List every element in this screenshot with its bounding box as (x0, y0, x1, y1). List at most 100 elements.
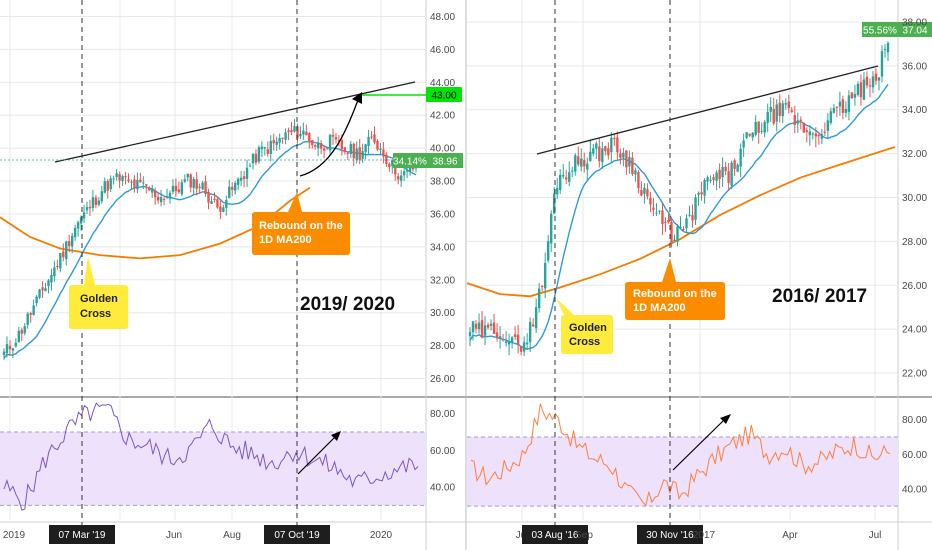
candle-body (308, 132, 311, 143)
rsi-tick-label: 60.00 (430, 446, 455, 457)
candle-body (186, 173, 189, 178)
candle-body (168, 192, 172, 199)
price-tick-label: 34.00 (430, 242, 455, 253)
price-axis-right: 22.00 24.00 26.00 28.00 30.00 32.00 34.00 36.00… (902, 17, 927, 379)
price-axis-left: 26.00 28.00 30.00 32.00 34.00 36.00 38.00 40.00… (430, 12, 455, 385)
callout-golden-cross-right: Golden Cross (556, 298, 613, 354)
candle-body (370, 136, 373, 138)
candle-body (622, 152, 625, 158)
candle-body (284, 132, 287, 140)
candle-body (613, 138, 616, 140)
candle-body (210, 201, 213, 204)
candle-body (180, 182, 184, 195)
candle-body (225, 200, 228, 208)
candle-body (260, 146, 264, 150)
projection-arrow-left (299, 99, 359, 177)
candle-body (32, 305, 35, 315)
candle-body (346, 152, 350, 154)
ma50-line (3, 140, 417, 359)
ma50-line-right (469, 83, 889, 351)
price-tick-label: 22.00 (902, 369, 927, 380)
candle-body (174, 185, 178, 192)
candle-body (658, 210, 661, 212)
candle-body (201, 182, 204, 190)
callout-rebound-right: Rebound on the 1D MA200 (625, 258, 725, 320)
candle-body (751, 132, 754, 138)
pct-tag-left-label: 34.14% (393, 157, 427, 168)
candle-body (721, 166, 724, 178)
candle-body (53, 267, 56, 277)
candle-body (23, 326, 26, 334)
candle-body (334, 137, 338, 140)
candle-body (79, 217, 83, 224)
candle-body (204, 181, 207, 194)
candle-body (11, 348, 15, 351)
price-tick-label: 42.00 (430, 111, 455, 122)
candle-body (290, 130, 293, 133)
candle-body (598, 146, 601, 161)
time-tick-label: Jul (869, 530, 882, 541)
candle-body (139, 179, 142, 183)
candle-body (109, 178, 112, 190)
candle-body (293, 126, 296, 132)
candle-body (519, 347, 523, 352)
date-marker-box (522, 525, 588, 544)
candle-body (793, 115, 796, 125)
candle-body (278, 137, 281, 143)
candle-body (91, 197, 95, 208)
candle-body (640, 190, 643, 196)
candle-body (263, 147, 267, 149)
candle-body (165, 196, 169, 198)
rsi-arrow-left (297, 437, 335, 475)
date-marker-label: 03 Aug '16 (532, 530, 579, 541)
candle-body (112, 178, 115, 180)
candle-body (634, 170, 637, 175)
price-tag-left-label: 38.96 (432, 157, 457, 168)
candle-body (153, 190, 157, 198)
candle-body (207, 191, 210, 203)
candle-body (319, 143, 323, 149)
candle-body (498, 336, 502, 339)
candle-body (766, 111, 769, 124)
candle-body (510, 337, 514, 344)
price-tick-label: 44.00 (430, 78, 455, 89)
candle-body (784, 103, 787, 105)
candle-body (649, 198, 652, 205)
callout-rebound-right-text: Rebound on the 1D MA200 (633, 288, 717, 314)
candle-body (483, 325, 487, 336)
rsi-line (470, 403, 891, 507)
rsi-line-right (470, 403, 891, 507)
rsi-axis-right: 40.00 60.00 80.00 (902, 415, 927, 495)
candle-body (616, 137, 619, 153)
candle-body (233, 182, 237, 191)
candle-body (826, 120, 830, 131)
candle-body (664, 221, 667, 224)
candle-body (709, 179, 712, 181)
candle-body (231, 186, 234, 190)
date-marker-box (49, 525, 115, 544)
candle-body (595, 143, 598, 149)
candle-body (522, 342, 526, 352)
candle-body (222, 207, 225, 212)
rsi-band-left (0, 431, 426, 506)
candles-left (2, 119, 418, 360)
rsi-tick-label: 80.00 (430, 409, 455, 420)
candle-body (50, 274, 53, 283)
price-tick-label: 30.00 (430, 308, 455, 319)
time-axis-left: 2019 07 Mar '19 Jun Aug 07 Oct '19 2020 (3, 525, 393, 544)
price-tick-label: 26.00 (902, 281, 927, 292)
candle-body (376, 140, 379, 150)
period-title-left: 2019/ 2020 (300, 294, 395, 315)
candle-body (724, 166, 727, 172)
rsi-tick-label: 40.00 (430, 483, 455, 494)
price-tick-label: 30.00 (902, 193, 927, 204)
candle-body (355, 148, 358, 160)
candle-body (59, 253, 62, 269)
candle-body (177, 189, 181, 193)
candle-body (254, 153, 258, 163)
time-tick-label: Jun (166, 530, 182, 541)
candle-body (504, 341, 508, 343)
candle-body (35, 296, 38, 304)
rsi-tick-label: 80.00 (902, 415, 927, 426)
candle-body (604, 146, 607, 151)
